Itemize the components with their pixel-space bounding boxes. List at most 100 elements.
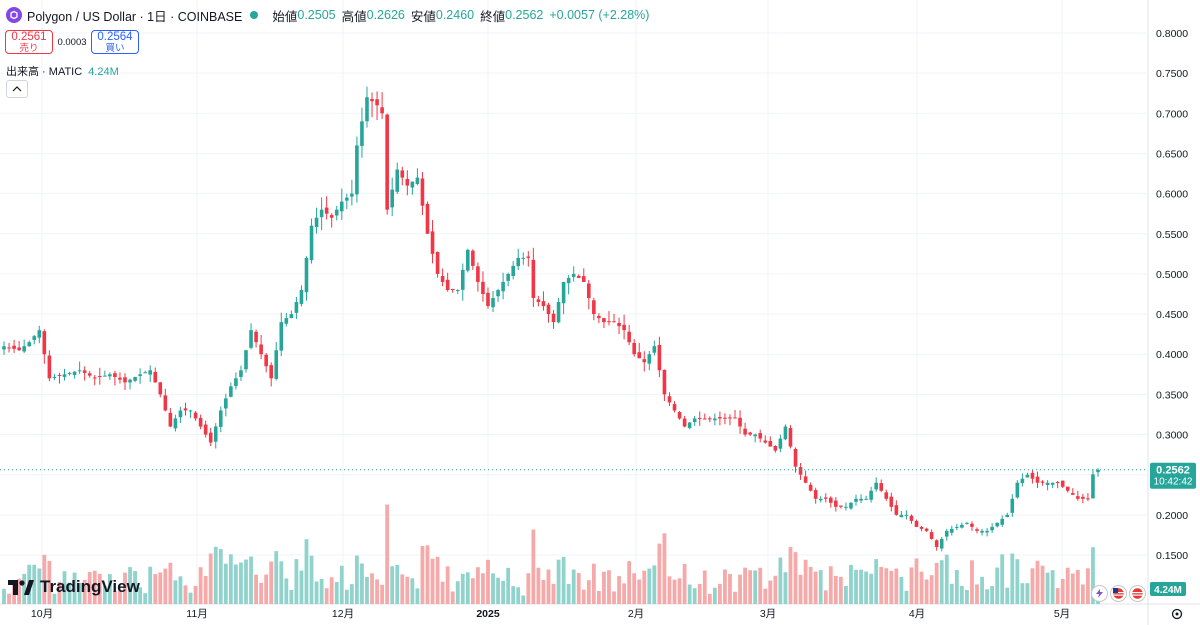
- candle-body: [67, 372, 72, 374]
- volume-bar: [52, 593, 57, 604]
- volume-bar: [556, 559, 561, 604]
- volume-bar: [823, 590, 828, 604]
- candle-body: [692, 418, 697, 423]
- volume-bar: [113, 590, 117, 604]
- candle-body: [677, 412, 682, 419]
- candle-body: [587, 283, 591, 299]
- volume-bar: [884, 568, 889, 604]
- volume-bar: [334, 582, 339, 604]
- candle-body: [62, 374, 67, 377]
- candle-body: [884, 492, 889, 499]
- volume-bar: [102, 586, 107, 604]
- candle-body: [768, 441, 773, 447]
- volume-bar: [415, 588, 420, 604]
- tradingview-logo[interactable]: TradingView: [8, 577, 140, 597]
- close-value: 0.2562: [505, 8, 544, 22]
- candle-body: [1000, 518, 1005, 525]
- volume-bar: [813, 571, 818, 604]
- volume-bar: [314, 581, 319, 604]
- candle-body: [1096, 469, 1100, 473]
- candle-body: [178, 410, 183, 418]
- candle-body: [244, 350, 248, 370]
- flag-us-icon-2[interactable]: [1129, 585, 1146, 602]
- candle-body: [597, 315, 601, 319]
- buy-button[interactable]: 0.2564 買い: [91, 30, 139, 54]
- volume-bar: [279, 561, 284, 604]
- candle-body: [254, 331, 258, 343]
- volume-bar: [763, 588, 768, 604]
- time-tick-label: 3月: [760, 608, 776, 620]
- symbol-title[interactable]: Polygon / US Dollar · 1日 · COINBASE: [27, 9, 243, 24]
- volume-bar: [768, 580, 773, 604]
- candle-body: [602, 318, 606, 323]
- volume-bar: [586, 580, 591, 604]
- volume-bar: [1065, 567, 1070, 604]
- volume-bar: [919, 571, 924, 604]
- candle-body: [697, 417, 702, 419]
- candle-body: [203, 424, 208, 435]
- buy-price: 0.2564: [97, 31, 133, 43]
- sell-button[interactable]: 0.2561 売り: [5, 30, 53, 54]
- volume-bar: [178, 576, 183, 604]
- volume-bar: [566, 584, 571, 604]
- candle-body: [909, 515, 914, 521]
- candle-body: [949, 528, 954, 533]
- candle-body: [324, 207, 329, 214]
- volume-bar: [581, 589, 586, 604]
- candle-body: [289, 314, 294, 319]
- volume-bar: [1070, 573, 1075, 604]
- candle-body: [294, 302, 299, 313]
- candle-body: [264, 354, 268, 367]
- volume-bar: [360, 563, 364, 604]
- candle-body: [823, 497, 828, 499]
- candle-body: [576, 275, 581, 278]
- volume-bar: [153, 574, 158, 604]
- volume-bar: [783, 572, 788, 604]
- candle-body: [471, 250, 475, 266]
- spread-value: 0.0003: [57, 36, 87, 48]
- candle-body: [103, 375, 107, 377]
- candle-body: [617, 322, 621, 327]
- volume-bar: [687, 584, 692, 604]
- lightning-icon[interactable]: [1091, 585, 1108, 602]
- price-tick-label: 0.1500: [1156, 550, 1188, 562]
- candle-body: [566, 277, 571, 284]
- time-axis: 10月 11月 12月 2025 2月 3月 4月 5月: [31, 608, 1070, 620]
- flag-us-icon[interactable]: [1110, 585, 1127, 602]
- collapse-legend-button[interactable]: [6, 80, 28, 98]
- candle-body: [758, 433, 763, 439]
- candle-body: [763, 440, 768, 443]
- volume-bar: [516, 587, 521, 604]
- volume-bar: [365, 576, 369, 604]
- volume-bar: [934, 562, 939, 604]
- volume-bar: [254, 574, 258, 604]
- volume-bar: [239, 562, 243, 604]
- candle-body: [702, 418, 707, 420]
- volume-bar: [526, 573, 531, 604]
- volume-bar: [985, 589, 989, 604]
- gear-icon[interactable]: [1170, 607, 1184, 621]
- volume-bar: [637, 579, 642, 604]
- candle-body: [405, 178, 410, 186]
- candle-body: [27, 342, 32, 347]
- candle-body: [304, 257, 309, 293]
- candle-body: [87, 373, 92, 376]
- candle-body: [208, 432, 213, 443]
- candle-body: [425, 203, 430, 234]
- volume-bar: [1020, 583, 1025, 604]
- candle-body: [319, 209, 324, 218]
- candle-body: [839, 505, 843, 507]
- volume-bar: [743, 567, 747, 604]
- tradingview-mark-icon: [8, 579, 34, 595]
- candle-body: [1076, 496, 1080, 499]
- volume-bar: [607, 570, 611, 604]
- volume-bar: [612, 591, 616, 604]
- candle-body: [657, 344, 662, 371]
- volume-bar: [62, 571, 67, 604]
- candle-body: [526, 256, 531, 258]
- volume-bar: [738, 574, 742, 604]
- volume-bar: [218, 549, 223, 604]
- volume-bar: [183, 585, 188, 604]
- volume-bar: [213, 546, 218, 604]
